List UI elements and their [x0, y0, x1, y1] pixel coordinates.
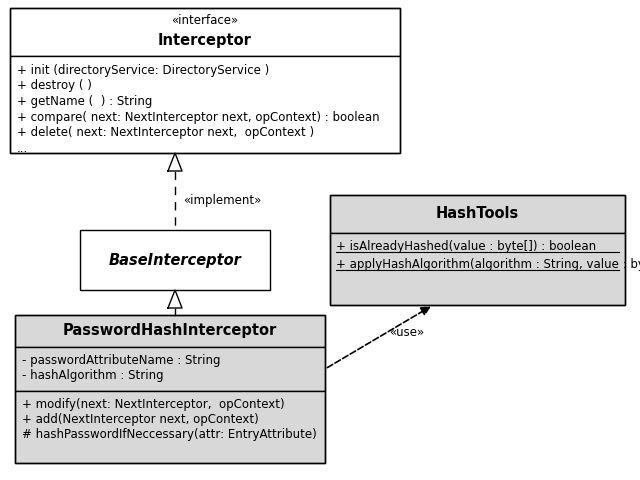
Text: + compare( next: NextInterceptor next, opContext) : boolean: + compare( next: NextInterceptor next, o… [17, 110, 380, 123]
Text: BaseInterceptor: BaseInterceptor [109, 252, 241, 267]
Bar [15, 347, 325, 391]
Text: - hashAlgorithm : String: - hashAlgorithm : String [22, 369, 164, 382]
Bar [10, 8, 400, 153]
Text: «use»: «use» [389, 325, 424, 338]
Text: «implement»: «implement» [183, 194, 261, 207]
Text: + add(NextInterceptor next, opContext): + add(NextInterceptor next, opContext) [22, 413, 259, 426]
Text: ...: ... [17, 142, 28, 155]
Text: «interface»: «interface» [172, 14, 239, 27]
Text: + init (directoryService: DirectoryService ): + init (directoryService: DirectoryServi… [17, 64, 269, 77]
Text: + applyHashAlgorithm(algorithm : String, value : byte[]) : byte[]: + applyHashAlgorithm(algorithm : String,… [336, 258, 640, 271]
Bar [10, 56, 400, 153]
Bar [10, 8, 400, 56]
Bar [15, 391, 325, 463]
Text: Interceptor: Interceptor [158, 33, 252, 48]
Bar [330, 233, 625, 305]
Text: + destroy ( ): + destroy ( ) [17, 80, 92, 93]
Bar [15, 315, 325, 463]
Text: + delete( next: NextInterceptor next,  opContext ): + delete( next: NextInterceptor next, op… [17, 126, 314, 139]
Text: # hashPasswordIfNeccessary(attr: EntryAttribute): # hashPasswordIfNeccessary(attr: EntryAt… [22, 428, 317, 441]
Bar [330, 195, 625, 233]
Text: + modify(next: NextInterceptor,  opContext): + modify(next: NextInterceptor, opContex… [22, 398, 285, 411]
Bar [330, 195, 625, 305]
Text: - passwordAttributeName : String: - passwordAttributeName : String [22, 354, 221, 367]
Text: + isAlreadyHashed(value : byte[]) : boolean: + isAlreadyHashed(value : byte[]) : bool… [336, 240, 596, 253]
Polygon shape [168, 290, 182, 308]
Bar [80, 230, 270, 290]
Bar [15, 315, 325, 347]
Text: PasswordHashInterceptor: PasswordHashInterceptor [63, 324, 277, 338]
Text: HashTools: HashTools [436, 206, 519, 221]
Text: + getName (  ) : String: + getName ( ) : String [17, 95, 152, 108]
Polygon shape [168, 153, 182, 171]
